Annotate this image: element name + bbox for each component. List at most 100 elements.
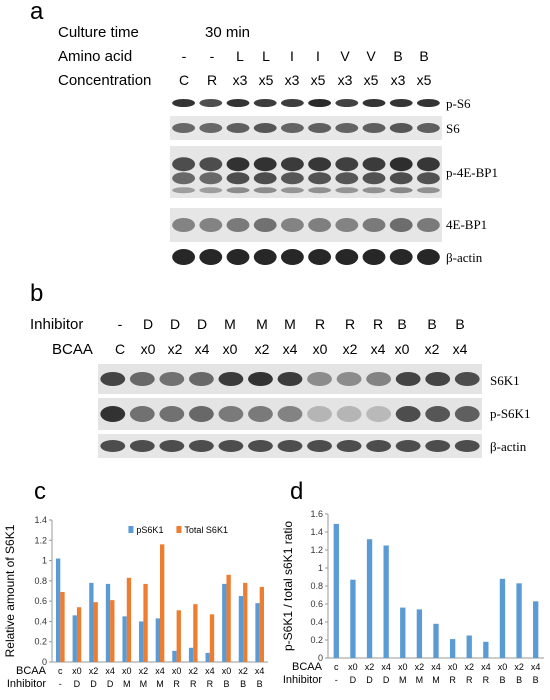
blot-band bbox=[188, 372, 214, 386]
blot-band bbox=[188, 440, 214, 452]
x-tick-label: x4 bbox=[205, 666, 215, 676]
conc-lane-label: x3 bbox=[390, 72, 406, 88]
blot-band bbox=[307, 440, 332, 452]
inhibitor-tick-label: R bbox=[449, 675, 456, 685]
blot-band bbox=[416, 218, 440, 232]
bar-total-s6k1 bbox=[160, 544, 165, 662]
blot-band bbox=[336, 372, 362, 386]
inhibitor-lane-label: M bbox=[224, 316, 236, 332]
blot-band bbox=[226, 157, 250, 172]
inhibitor-lane-label: - bbox=[117, 316, 123, 332]
culture-time-value: 30 min bbox=[205, 24, 251, 41]
blot-label-p-4e-bp1: p-4E-BP1 bbox=[446, 165, 498, 180]
bar-ps6k1 bbox=[172, 650, 177, 662]
inhibitor-label: Inhibitor bbox=[30, 316, 84, 333]
blot-band bbox=[199, 249, 223, 265]
x-tick-label: x4 bbox=[255, 666, 265, 676]
blot-band bbox=[336, 406, 362, 422]
blot-band bbox=[277, 406, 303, 422]
x-tick-label: x0 bbox=[222, 666, 232, 676]
bar-ps6k1 bbox=[72, 615, 77, 662]
inhibitor-tick-label: D bbox=[107, 679, 114, 689]
bar-total-s6k1 bbox=[193, 604, 198, 662]
blot-band bbox=[366, 440, 392, 452]
bcaa-lane-label: x2 bbox=[167, 341, 183, 357]
x-tick-label: x2 bbox=[139, 666, 149, 676]
blot-band bbox=[362, 218, 386, 232]
blot-band bbox=[172, 99, 196, 107]
blot-beta-actin-b bbox=[98, 434, 482, 458]
inhibitor-lane-label: R bbox=[344, 316, 356, 332]
blot-band bbox=[188, 406, 214, 422]
blot-label-beta-actin-a: β-actin bbox=[446, 250, 483, 265]
bcaa-lane-label: x0 bbox=[394, 341, 410, 357]
conc-lane-label: x3 bbox=[284, 72, 300, 88]
blot-band bbox=[335, 172, 359, 185]
inhibitor-tick-label: M bbox=[416, 675, 424, 685]
bar-ps6k1 bbox=[122, 616, 127, 662]
bar-ratio bbox=[499, 578, 506, 658]
x-tick-label: x4 bbox=[381, 662, 391, 672]
x-tick-label: x0 bbox=[172, 666, 182, 676]
bar-ratio bbox=[333, 523, 339, 658]
blot-band bbox=[199, 187, 223, 194]
blot-band bbox=[100, 440, 126, 452]
bar-total-s6k1 bbox=[93, 602, 98, 662]
blot-p-4e-bp1 bbox=[170, 146, 442, 198]
bar-ratio bbox=[483, 641, 489, 658]
blot-band bbox=[454, 440, 480, 452]
blot-label-beta-actin-b: β-actin bbox=[490, 439, 527, 454]
blot-band bbox=[416, 123, 440, 133]
blot-band bbox=[248, 372, 273, 386]
x-tick-label: x4 bbox=[431, 662, 441, 672]
blot-band bbox=[366, 372, 392, 386]
y-tick-label: 1.6 bbox=[310, 509, 323, 519]
legend-label: Total S6K1 bbox=[184, 525, 228, 535]
bar-total-s6k1 bbox=[259, 586, 265, 662]
inhibitor-lane-label: B bbox=[455, 316, 465, 332]
blot-band bbox=[253, 218, 277, 232]
blot-band bbox=[335, 249, 359, 265]
blot-band bbox=[226, 99, 250, 107]
inhibitor-lane-label: R bbox=[314, 316, 326, 332]
blot-band bbox=[172, 123, 196, 133]
blot-band bbox=[416, 249, 440, 265]
y-tick-label: 0.8 bbox=[34, 576, 47, 586]
blot-label-4e-bp1: 4E-BP1 bbox=[446, 217, 488, 232]
legend-swatch bbox=[128, 526, 134, 533]
x-tick-label: c bbox=[334, 662, 339, 672]
blot-band bbox=[253, 249, 277, 265]
blot-band bbox=[308, 123, 332, 133]
bcaa-lane-label: x0 bbox=[140, 341, 156, 357]
blot-band bbox=[362, 172, 386, 185]
bar-ps6k1 bbox=[89, 582, 94, 662]
blot-band bbox=[335, 99, 359, 107]
bar-total-s6k1 bbox=[126, 577, 132, 662]
bar-total-s6k1 bbox=[209, 614, 215, 662]
bcaa-lane-label: x4 bbox=[452, 341, 468, 357]
inhibitor-row-label: Inhibitor bbox=[283, 674, 322, 686]
inhibitor-tick-label: M bbox=[123, 679, 131, 689]
bar-total-s6k1 bbox=[110, 600, 115, 662]
conc-lane-label: x5 bbox=[363, 72, 379, 88]
panel-b-letter: b bbox=[30, 280, 44, 307]
chart-c: 0 0.2 0.4 0.6 0.8 1 1.2 1.4 Relative amount of S… bbox=[3, 515, 268, 690]
bcaa-row-label: BCAA bbox=[16, 665, 47, 677]
x-tick-label: x0 bbox=[122, 666, 132, 676]
bar-ratio bbox=[433, 623, 439, 658]
blot-band bbox=[129, 440, 155, 452]
bar-ratio bbox=[366, 539, 373, 658]
blot-band bbox=[389, 218, 413, 232]
blot-band bbox=[308, 249, 332, 265]
y-tick-label: 1 bbox=[42, 556, 47, 566]
blot-band bbox=[129, 372, 155, 386]
blot-band bbox=[395, 372, 421, 386]
amino-lane-label: V bbox=[366, 48, 376, 64]
blot-band bbox=[336, 440, 362, 452]
inhibitor-tick-label: M bbox=[432, 675, 440, 685]
inhibitor-tick-label: B bbox=[516, 675, 522, 685]
bar-total-s6k1 bbox=[76, 607, 82, 662]
x-tick-label: x0 bbox=[398, 662, 408, 672]
panel-d-letter: d bbox=[290, 478, 304, 505]
blot-band bbox=[226, 249, 250, 265]
